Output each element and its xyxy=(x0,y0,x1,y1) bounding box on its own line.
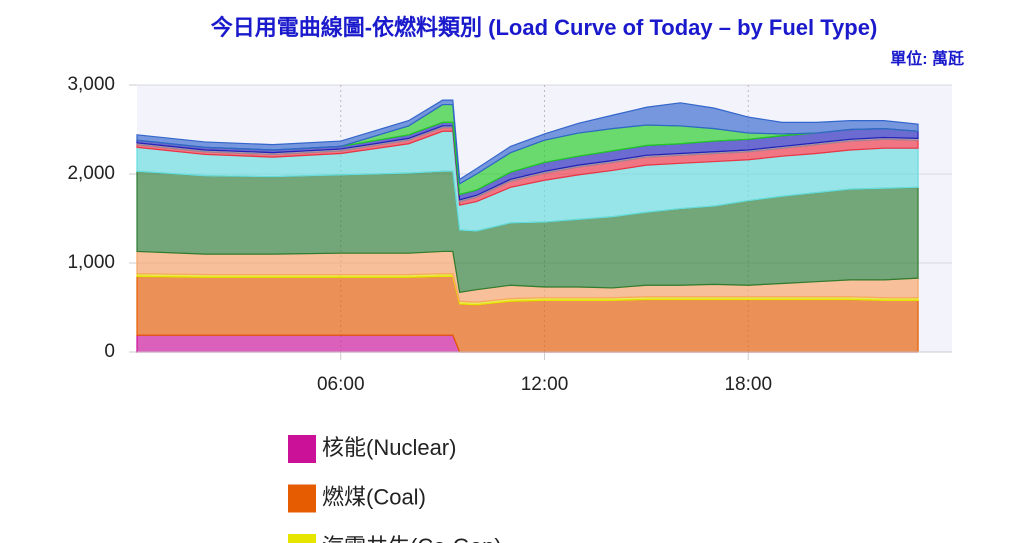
legend-swatch xyxy=(288,534,316,543)
chart-title: 今日用電曲線圖-依燃料類別 (Load Curve of Today – by … xyxy=(211,15,878,40)
legend-swatch xyxy=(288,484,316,513)
x-tick-label: 06:00 xyxy=(317,374,365,395)
area xyxy=(136,99,919,185)
legend-swatch xyxy=(288,435,316,463)
y-tick-label: 2,000 xyxy=(67,163,115,184)
y-tick-label: 0 xyxy=(104,341,115,362)
legend-label: 核能(Nuclear) xyxy=(322,435,456,460)
x-tick-label: 18:00 xyxy=(724,374,772,395)
legend-label: 汽電共生(Co-Gen) xyxy=(322,534,502,543)
y-tick-label: 3,000 xyxy=(67,74,115,95)
x-tick-label: 12:00 xyxy=(521,374,569,395)
legend-label: 燃煤(Coal) xyxy=(322,484,426,509)
y-tick-label: 1,000 xyxy=(67,252,115,273)
unit-label: 單位: 萬瓩 xyxy=(890,49,964,68)
